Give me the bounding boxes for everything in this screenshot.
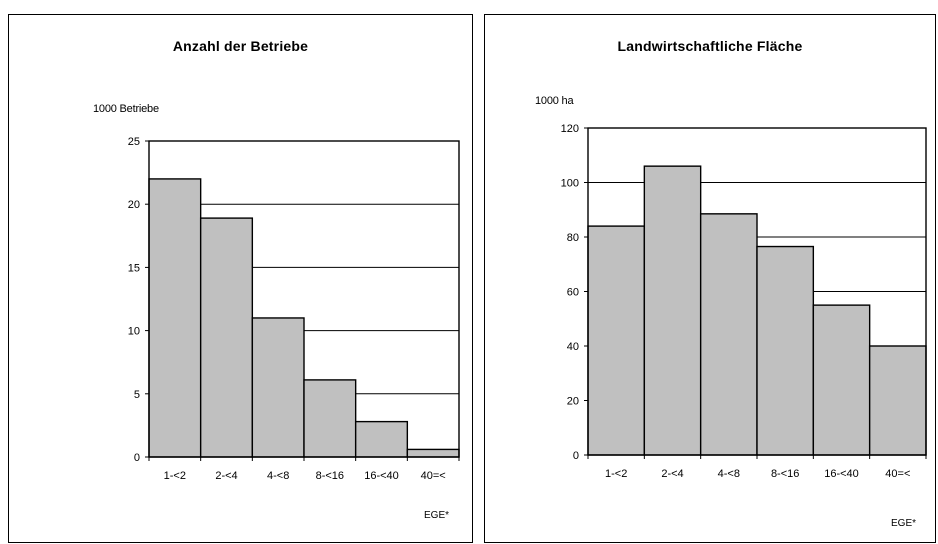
y-tick-label: 100 bbox=[561, 178, 579, 190]
bar-chart-flaeche: 0 20 40 60 80 100 120 1-<2 2-<4 4-<8 8-<16 16-<40 40… bbox=[561, 123, 927, 480]
x-tick-label: 40=< bbox=[421, 470, 446, 482]
bar-40=< bbox=[406, 448, 460, 458]
x-axis-title: EGE* bbox=[891, 518, 917, 529]
bar-4-<8 bbox=[699, 213, 758, 456]
chart-title: Anzahl der Betriebe bbox=[172, 38, 309, 54]
x-tick-label: 2-<4 bbox=[661, 468, 683, 480]
y-axis-unit-label: 1000 Betriebe bbox=[93, 103, 159, 115]
y-tick-label: 120 bbox=[561, 123, 579, 135]
x-tick-label: 2-<4 bbox=[215, 470, 237, 482]
y-tick-label: 25 bbox=[128, 136, 140, 148]
y-tick-label: 0 bbox=[573, 450, 579, 462]
bar-2-<4 bbox=[199, 217, 254, 458]
bar-2-<4 bbox=[643, 165, 702, 456]
bar-40=< bbox=[868, 345, 927, 456]
bar-1-<2 bbox=[148, 178, 202, 458]
y-tick-label: 15 bbox=[128, 262, 140, 274]
chart-panel-flaeche: Landwirtschaftliche Fläche 1000 ha 0 20 40… bbox=[484, 14, 936, 543]
chart-title: Landwirtschaftliche Fläche bbox=[617, 38, 803, 54]
y-tick-label: 0 bbox=[134, 452, 140, 464]
y-tick-label: 80 bbox=[567, 232, 579, 244]
chart-panel-betriebe: Anzahl der Betriebe 1000 Betriebe 0 5 10 15… bbox=[8, 14, 473, 543]
bar-chart-betriebe: 0 5 10 15 20 25 1-<2 2-<4 4-<8 8-<16 16-<40 40=< bbox=[128, 136, 460, 482]
y-tick-label: 60 bbox=[567, 287, 579, 299]
y-tick-label: 20 bbox=[567, 396, 579, 408]
x-axis-title: EGE* bbox=[424, 510, 450, 521]
bar-8-<16 bbox=[303, 379, 357, 458]
x-tick-label: 1-<2 bbox=[164, 470, 186, 482]
y-axis-unit-label: 1000 ha bbox=[535, 95, 574, 107]
x-tick-label: 8-<16 bbox=[771, 468, 799, 480]
bar-8-<16 bbox=[756, 245, 815, 456]
bar-1-<2 bbox=[587, 225, 646, 456]
x-tick-label: 16-<40 bbox=[364, 470, 399, 482]
x-tick-label: 40=< bbox=[885, 468, 910, 480]
x-tick-label: 4-<8 bbox=[718, 468, 740, 480]
x-tick-label: 1-<2 bbox=[605, 468, 627, 480]
x-tick-label: 4-<8 bbox=[267, 470, 289, 482]
bar-16-<40 bbox=[354, 420, 409, 458]
y-tick-label: 40 bbox=[567, 341, 579, 353]
bar-4-<8 bbox=[251, 317, 305, 458]
y-tick-label: 20 bbox=[128, 199, 140, 211]
y-tick-label: 5 bbox=[134, 389, 140, 401]
y-tick-label: 10 bbox=[128, 326, 140, 338]
x-tick-label: 16-<40 bbox=[824, 468, 859, 480]
x-tick-label: 8-<16 bbox=[316, 470, 344, 482]
bar-16-<40 bbox=[812, 304, 871, 456]
